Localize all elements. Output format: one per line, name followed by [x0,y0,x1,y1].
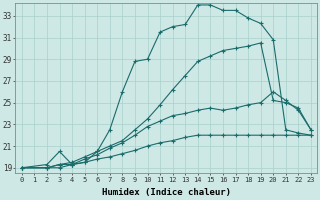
X-axis label: Humidex (Indice chaleur): Humidex (Indice chaleur) [102,188,231,197]
